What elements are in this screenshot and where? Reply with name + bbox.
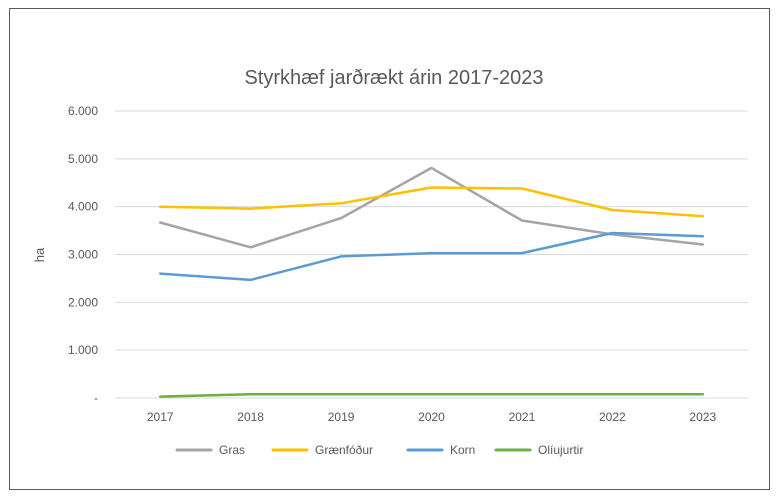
y-tick-label: 1.000 bbox=[68, 343, 98, 357]
gridlines bbox=[115, 110, 748, 399]
x-tick-labels: 2017 2018 2019 2020 2021 2022 2023 bbox=[147, 410, 717, 424]
y-axis-label: ha bbox=[32, 247, 47, 262]
legend-label: Korn bbox=[450, 443, 475, 457]
series-line-3 bbox=[158, 392, 705, 398]
legend: Gras Grænfóður Korn Olíujurtir bbox=[175, 443, 583, 457]
y-tick-label: 5.000 bbox=[68, 152, 98, 166]
series-line-1 bbox=[158, 186, 705, 218]
series-lines bbox=[158, 166, 705, 398]
x-tick-label: 2023 bbox=[689, 410, 716, 424]
chart-frame bbox=[9, 8, 770, 490]
chart-title: Styrkhæf jarðrækt árin 2017-2023 bbox=[244, 67, 543, 89]
y-tick-label: 4.000 bbox=[68, 200, 98, 214]
x-tick-label: 2020 bbox=[418, 410, 445, 424]
y-tick-label: - bbox=[94, 391, 98, 405]
x-tick-label: 2018 bbox=[237, 410, 264, 424]
x-tick-label: 2021 bbox=[509, 410, 536, 424]
y-tick-label: 2.000 bbox=[68, 295, 98, 309]
legend-label: Grænfóður bbox=[315, 443, 373, 457]
x-tick-label: 2022 bbox=[599, 410, 626, 424]
x-tick-label: 2019 bbox=[328, 410, 355, 424]
y-tick-label: 6.000 bbox=[68, 104, 98, 118]
legend-label: Olíujurtir bbox=[538, 443, 583, 457]
series-line-2 bbox=[158, 231, 705, 282]
y-tick-labels: - 1.000 2.000 3.000 4.000 5.000 6.000 bbox=[68, 104, 98, 405]
series-line-0 bbox=[158, 166, 705, 249]
legend-label: Gras bbox=[219, 443, 245, 457]
y-tick-label: 3.000 bbox=[68, 248, 98, 262]
x-tick-label: 2017 bbox=[147, 410, 174, 424]
